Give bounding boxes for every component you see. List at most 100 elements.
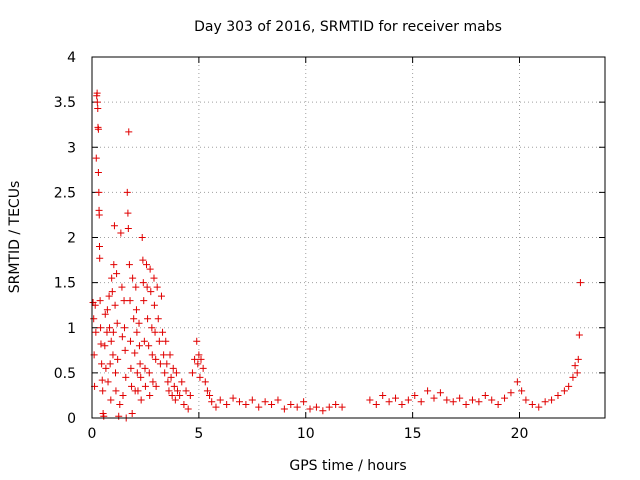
data-point xyxy=(113,319,121,327)
data-point xyxy=(535,403,543,411)
data-point xyxy=(571,362,579,370)
y-tick-label: 0.5 xyxy=(54,366,76,382)
data-point xyxy=(92,328,100,336)
data-point xyxy=(293,403,301,411)
data-point xyxy=(90,315,98,323)
data-point xyxy=(156,360,164,368)
data-point xyxy=(195,351,203,359)
data-point xyxy=(101,342,109,350)
data-point xyxy=(385,398,393,406)
data-point xyxy=(153,283,161,291)
data-point xyxy=(124,209,132,217)
data-point xyxy=(96,254,104,262)
x-tick-label: 5 xyxy=(194,426,203,442)
data-point xyxy=(159,328,167,336)
y-tick-label: 1 xyxy=(67,321,76,337)
data-point xyxy=(100,412,108,420)
y-tick-label: 0 xyxy=(67,411,76,427)
data-point xyxy=(94,125,102,133)
data-point xyxy=(97,340,105,348)
data-point xyxy=(165,387,173,395)
data-point xyxy=(106,360,114,368)
data-point xyxy=(108,274,116,282)
data-point xyxy=(223,400,231,408)
data-point xyxy=(155,337,163,345)
data-point xyxy=(135,342,143,350)
data-point xyxy=(124,224,132,232)
data-point xyxy=(528,400,536,408)
y-tick-label: 3.5 xyxy=(54,95,76,111)
data-point xyxy=(398,400,406,408)
grid-lines xyxy=(92,57,605,418)
x-tick-label: 0 xyxy=(88,426,97,442)
data-point xyxy=(116,400,124,408)
data-point xyxy=(107,337,115,345)
x-tick-labels: 0 5 10 15 20 xyxy=(88,426,529,442)
data-point xyxy=(518,387,526,395)
data-point xyxy=(109,328,117,336)
data-point xyxy=(186,391,194,399)
data-point xyxy=(203,387,211,395)
data-point xyxy=(576,279,584,287)
data-point xyxy=(462,400,470,408)
data-point xyxy=(162,337,170,345)
data-point xyxy=(152,355,160,363)
data-point xyxy=(91,301,99,309)
data-point xyxy=(126,337,134,345)
plot-frame xyxy=(91,56,606,419)
data-point xyxy=(102,364,110,372)
data-point xyxy=(133,328,141,336)
data-point xyxy=(106,324,114,332)
chart-title: Day 303 of 2016, SRMTID for receiver mab… xyxy=(194,19,502,35)
data-point xyxy=(565,382,573,390)
data-point xyxy=(94,104,102,112)
data-point xyxy=(338,403,346,411)
data-point xyxy=(103,328,111,336)
data-point xyxy=(145,342,153,350)
data-point xyxy=(306,405,314,413)
data-point xyxy=(92,154,100,162)
data-point xyxy=(113,270,121,278)
data-point xyxy=(146,391,154,399)
data-point xyxy=(128,409,136,417)
data-point xyxy=(125,128,133,136)
data-points xyxy=(89,89,584,422)
data-point xyxy=(107,396,115,404)
data-point xyxy=(139,256,147,264)
data-point xyxy=(95,211,103,219)
data-point xyxy=(166,351,174,359)
data-point xyxy=(150,301,158,309)
data-point xyxy=(332,400,340,408)
data-point xyxy=(128,382,136,390)
data-point xyxy=(96,297,104,305)
data-point xyxy=(300,398,308,406)
data-point xyxy=(112,369,120,377)
data-point xyxy=(98,376,106,384)
data-point xyxy=(136,360,144,368)
data-point xyxy=(133,369,141,377)
data-point xyxy=(560,387,568,395)
data-point xyxy=(312,403,320,411)
data-point xyxy=(255,403,263,411)
data-point xyxy=(110,261,118,269)
data-point xyxy=(494,400,502,408)
data-point xyxy=(201,378,209,386)
data-point xyxy=(430,394,438,402)
data-point xyxy=(229,394,237,402)
data-point xyxy=(151,328,159,336)
data-point xyxy=(169,364,177,372)
data-point xyxy=(541,398,549,406)
data-point xyxy=(154,315,162,323)
data-point xyxy=(149,378,157,386)
data-point xyxy=(180,400,188,408)
data-point xyxy=(456,394,464,402)
data-point xyxy=(319,407,327,415)
data-point xyxy=(143,261,151,269)
data-point xyxy=(93,89,101,97)
data-point xyxy=(501,394,509,402)
data-point xyxy=(449,398,457,406)
data-point xyxy=(424,387,432,395)
data-point xyxy=(573,369,581,377)
data-point xyxy=(97,324,105,332)
data-point xyxy=(436,389,444,397)
